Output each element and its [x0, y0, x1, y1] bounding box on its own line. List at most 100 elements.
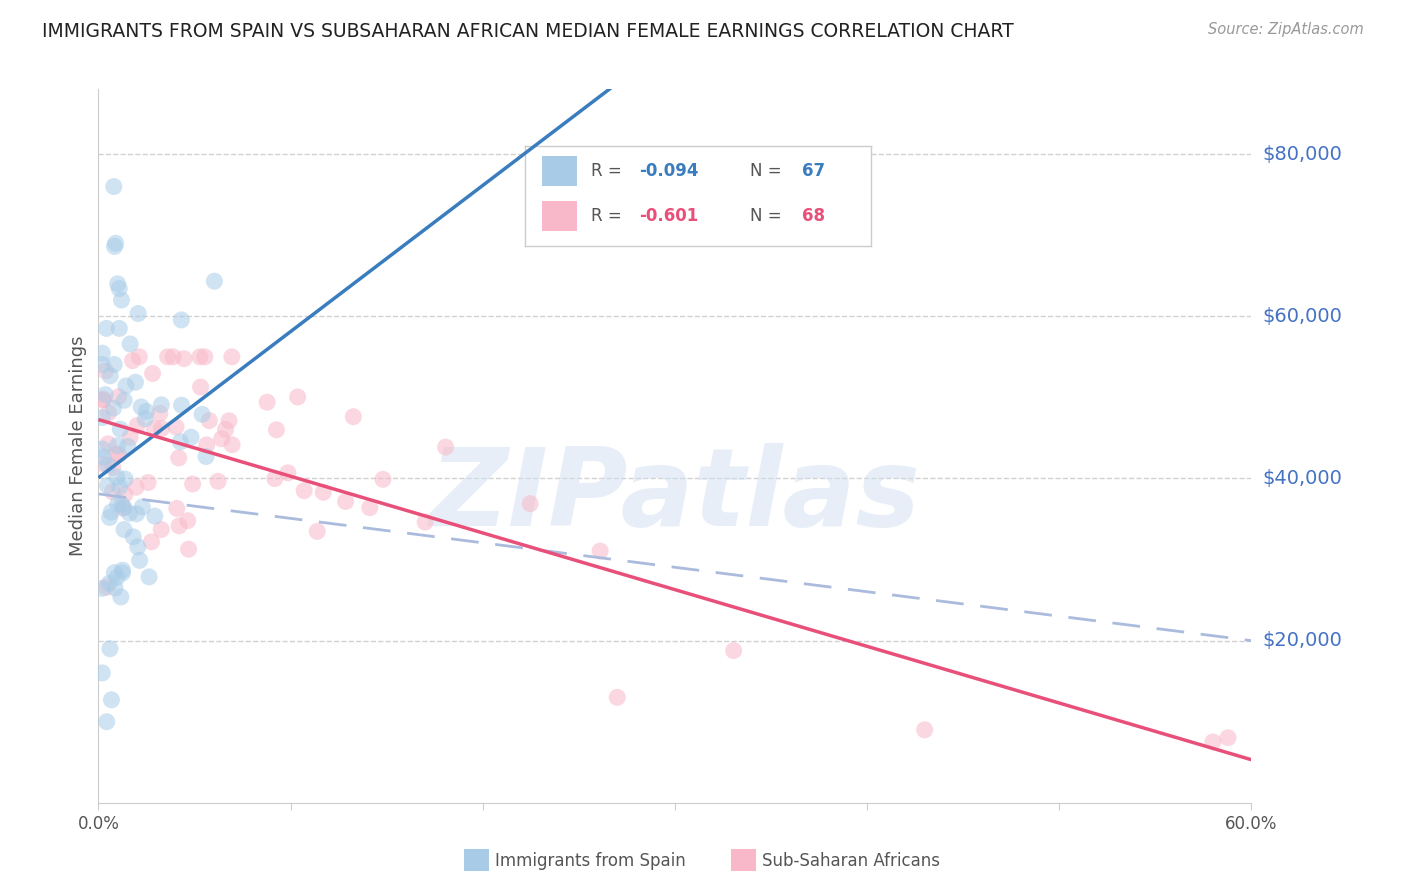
Point [263, 472, 285, 486]
Point [266, 423, 288, 437]
Point [122, 530, 145, 544]
Point [101, 484, 124, 499]
Point [103, 179, 125, 194]
Point [108, 321, 131, 335]
Point [107, 497, 129, 511]
Point [142, 367, 165, 381]
Point [177, 542, 200, 557]
Point [110, 590, 132, 604]
Y-axis label: Median Female Earnings: Median Female Earnings [69, 335, 87, 557]
Point [170, 398, 193, 412]
Point [103, 401, 125, 416]
Point [188, 350, 211, 364]
Point [120, 337, 142, 351]
Point [112, 523, 135, 537]
Point [1202, 735, 1225, 749]
Text: Immigrants from Spain: Immigrants from Spain [495, 852, 686, 870]
Point [434, 440, 457, 454]
Point [111, 563, 134, 577]
Text: Sub-Saharan Africans: Sub-Saharan Africans [762, 852, 941, 870]
Point [114, 487, 136, 501]
Point [287, 390, 309, 404]
Text: Source: ZipAtlas.com: Source: ZipAtlas.com [1208, 22, 1364, 37]
Text: ZIPatlas: ZIPatlas [429, 443, 921, 549]
Point [181, 477, 204, 491]
Point [180, 430, 202, 444]
Point [149, 406, 172, 420]
Point [97, 406, 120, 420]
Point [91, 392, 114, 407]
Point [98, 576, 121, 591]
Point [107, 439, 129, 453]
Point [606, 690, 628, 705]
Point [97, 437, 120, 451]
Text: $40,000: $40,000 [1263, 469, 1343, 488]
Point [167, 450, 190, 465]
Point [176, 514, 198, 528]
Point [96, 321, 118, 335]
Point [342, 409, 364, 424]
Point [143, 509, 166, 524]
Point [277, 466, 299, 480]
Point [107, 390, 129, 404]
Point [519, 497, 541, 511]
Point [112, 393, 135, 408]
Point [111, 498, 134, 512]
Point [135, 404, 157, 418]
Point [150, 398, 173, 412]
Point [103, 566, 125, 580]
Point [129, 400, 152, 414]
Point [110, 422, 132, 436]
Point [173, 351, 195, 366]
Point [156, 350, 179, 364]
Point [108, 448, 131, 462]
Point [105, 570, 128, 584]
Point [359, 500, 381, 515]
Point [307, 524, 329, 539]
Point [97, 458, 120, 472]
Point [108, 282, 131, 296]
Point [413, 515, 436, 529]
Point [91, 665, 114, 680]
Point [221, 350, 243, 364]
Point [202, 274, 225, 288]
Point [127, 306, 149, 320]
Text: $80,000: $80,000 [1263, 145, 1343, 163]
Point [112, 500, 135, 515]
Point [335, 494, 357, 508]
Point [91, 582, 114, 596]
Point [93, 450, 115, 464]
Point [207, 475, 229, 489]
Point [169, 434, 191, 449]
Point [111, 566, 134, 580]
Text: $60,000: $60,000 [1263, 307, 1343, 326]
Point [914, 723, 936, 737]
Point [167, 518, 190, 533]
Point [96, 478, 118, 492]
Point [94, 364, 117, 378]
Point [121, 353, 143, 368]
Point [141, 534, 163, 549]
Point [170, 313, 193, 327]
Point [125, 418, 148, 433]
Point [91, 358, 114, 372]
Point [96, 580, 118, 594]
Point [138, 570, 160, 584]
Point [100, 505, 122, 519]
Point [112, 501, 135, 516]
Point [312, 485, 335, 500]
Point [127, 540, 149, 554]
Point [110, 293, 132, 307]
Point [93, 392, 115, 407]
Point [103, 239, 125, 253]
Point [214, 422, 236, 436]
Point [191, 407, 214, 421]
Point [125, 507, 148, 521]
Point [589, 544, 612, 558]
Point [256, 395, 278, 409]
Point [117, 439, 139, 453]
Text: IMMIGRANTS FROM SPAIN VS SUBSAHARAN AFRICAN MEDIAN FEMALE EARNINGS CORRELATION C: IMMIGRANTS FROM SPAIN VS SUBSAHARAN AFRI… [42, 22, 1014, 41]
Point [194, 350, 217, 364]
Point [211, 432, 233, 446]
Point [115, 379, 138, 393]
